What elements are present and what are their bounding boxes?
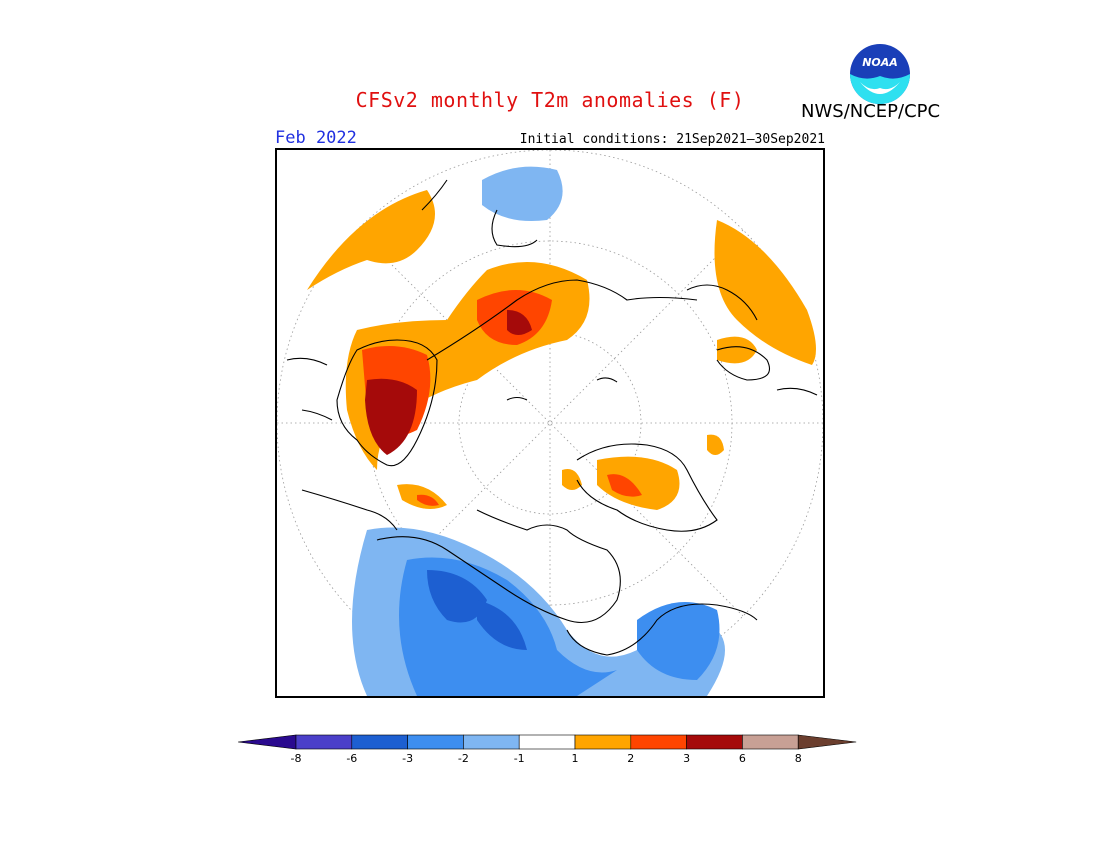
warm-anomaly-eurasia-west [307, 190, 590, 509]
chart-title: CFSv2 monthly T2m anomalies (F) [355, 88, 745, 112]
agency-label: NWS/NCEP/CPC [801, 101, 941, 122]
colorbar-segment [630, 734, 687, 750]
colorbar-tick-label: -6 [346, 752, 358, 765]
colorbar-extend-high [797, 734, 857, 750]
colorbar [238, 734, 857, 750]
forecast-period: Feb 2022 [275, 128, 357, 148]
coastlines [286, 179, 818, 656]
colorbar-tick-label: -2 [457, 752, 469, 765]
colorbar-tick-label: 6 [738, 752, 746, 765]
colorbar-tick-label: -8 [290, 752, 302, 765]
polar-map [275, 148, 825, 698]
initial-conditions: Initial conditions: 21Sep2021—30Sep2021 [519, 132, 825, 147]
svg-text:NOAA: NOAA [862, 56, 898, 69]
colorbar-segment [463, 734, 520, 750]
colorbar-tick-label: 8 [794, 752, 802, 765]
colorbar-segment [518, 734, 576, 750]
colorbar-segment [295, 734, 353, 750]
colorbar-tick-label: 2 [627, 752, 635, 765]
warm-anomaly-east-asia [714, 220, 816, 365]
colorbar-tick-label: -3 [402, 752, 414, 765]
colorbar-segment [351, 734, 408, 750]
colorbar-segment [742, 734, 799, 750]
warm-anomaly-alaska [562, 434, 724, 510]
cold-anomaly-arctic-top [482, 166, 563, 221]
colorbar-tick-label: 1 [571, 752, 579, 765]
colorbar-segment [686, 734, 743, 750]
colorbar-segment [407, 734, 464, 750]
noaa-logo: NOAA [850, 44, 910, 104]
cold-anomaly-north-america [352, 527, 725, 696]
colorbar-extend-low [238, 734, 297, 750]
colorbar-tick-label: 3 [683, 752, 691, 765]
colorbar-segment [574, 734, 632, 750]
colorbar-tick-label: -1 [513, 752, 525, 765]
